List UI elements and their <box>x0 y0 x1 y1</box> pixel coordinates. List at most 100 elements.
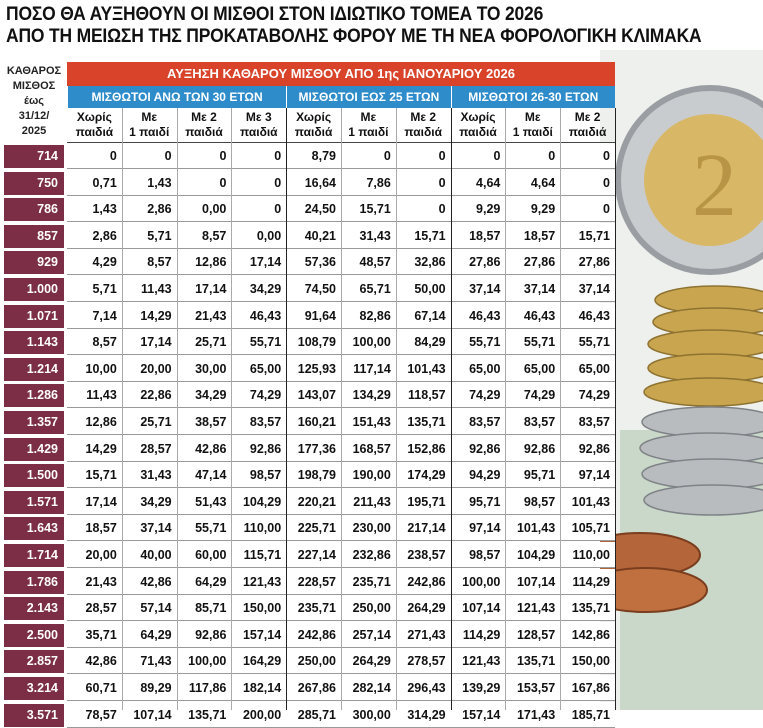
value-cell: 42,86 <box>176 435 232 462</box>
value-cell: 8,57 <box>121 249 177 276</box>
value-cell: 67,14 <box>395 302 451 329</box>
value-cell: 15,71 <box>560 222 615 249</box>
page: {"header":{"title_lines":["ΠΟΣΟ ΘΑ ΑΥΞΗΘ… <box>4 4 763 728</box>
salary-cell: 750 <box>4 171 64 195</box>
value-cell: 110,00 <box>560 542 615 568</box>
value-cell: 168,57 <box>341 435 396 462</box>
value-cell: 27,86 <box>450 249 506 276</box>
value-cell: 65,00 <box>231 355 287 382</box>
value-cell: 65,71 <box>341 276 396 302</box>
value-cell: 17,14 <box>67 488 122 515</box>
value-cell: 46,43 <box>450 302 506 329</box>
value-cell: 0 <box>505 143 561 169</box>
value-cell: 230,00 <box>341 515 396 542</box>
value-cell: 92,86 <box>560 435 615 462</box>
value-cell: 8,79 <box>286 143 341 169</box>
value-cell: 9,29 <box>450 196 506 223</box>
value-cell: 31,43 <box>121 462 177 489</box>
value-cell: 82,86 <box>341 302 396 329</box>
value-cell: 114,29 <box>560 568 615 595</box>
title: ΠΟΣΟ ΘΑ ΑΥΞΗΘΟΥΝ ΟΙ ΜΙΣΘΟΙ ΣΤΟΝ ΙΔΙΩΤΙΚΟ… <box>6 4 702 48</box>
column-header-line: Χωρίς <box>296 110 332 124</box>
table-edge <box>615 108 616 710</box>
value-cell: 92,86 <box>505 435 561 462</box>
salary-cell: 1.286 <box>4 384 64 408</box>
value-cell: 34,29 <box>176 382 232 409</box>
value-cell: 18,57 <box>67 515 122 542</box>
value-cell: 34,29 <box>231 276 287 302</box>
column-header-line: Με <box>141 110 158 124</box>
column-header-line: Με <box>524 110 541 124</box>
value-cell: 92,86 <box>231 435 287 462</box>
value-cell: 128,57 <box>505 621 561 648</box>
value-cell: 232,86 <box>341 542 396 568</box>
value-cell: 17,14 <box>176 276 232 302</box>
value-cell: 14,29 <box>121 302 177 329</box>
value-cell: 78,57 <box>67 701 122 728</box>
value-cell: 242,86 <box>286 621 341 648</box>
value-cell: 121,43 <box>450 648 506 675</box>
value-cell: 142,86 <box>560 621 615 648</box>
value-cell: 250,00 <box>341 595 396 622</box>
column-divider <box>286 108 288 710</box>
salary-cell: 1.000 <box>4 278 64 301</box>
value-cell: 9,29 <box>505 196 561 223</box>
column-header-line: παιδιά <box>240 125 278 139</box>
value-cell: 0,00 <box>231 222 287 249</box>
column-header: Με 2 παιδιά <box>560 108 615 143</box>
column-header-line: Χωρίς <box>460 110 496 124</box>
value-cell: 0 <box>560 143 615 169</box>
value-cell: 1,43 <box>121 169 177 196</box>
value-cell: 27,86 <box>560 249 615 276</box>
value-cell: 83,57 <box>231 409 287 435</box>
value-cell: 5,71 <box>121 222 177 249</box>
value-cell: 118,57 <box>395 382 451 409</box>
value-cell: 235,71 <box>341 568 396 595</box>
value-cell: 17,14 <box>121 329 177 356</box>
value-cell: 28,57 <box>121 435 177 462</box>
value-cell: 107,14 <box>505 568 561 595</box>
column-header-text: Με 2 παιδιά <box>185 110 223 140</box>
value-cell: 92,86 <box>450 435 506 462</box>
column-header-text: Με 3 παιδιά <box>240 110 278 140</box>
value-cell: 85,71 <box>176 595 232 622</box>
value-cell: 121,43 <box>505 595 561 622</box>
value-cell: 74,50 <box>286 276 341 302</box>
value-cell: 177,36 <box>286 435 341 462</box>
value-cell: 46,43 <box>505 302 561 329</box>
column-header-line: παιδιά <box>294 125 333 139</box>
group-header: ΜΙΣΘΩΤΟΙ 26-30 ΕΤΩΝ <box>450 86 615 108</box>
value-cell: 98,57 <box>231 462 287 489</box>
value-cell: 37,14 <box>560 276 615 302</box>
value-cell: 74,29 <box>505 382 561 409</box>
value-cell: 135,71 <box>395 409 451 435</box>
value-cell: 104,29 <box>231 488 287 515</box>
value-cell: 42,86 <box>121 568 177 595</box>
column-header: Με 2 παιδιά <box>176 108 232 143</box>
value-cell: 235,71 <box>286 595 341 622</box>
value-cell: 30,00 <box>176 355 232 382</box>
value-cell: 15,71 <box>395 222 451 249</box>
value-cell: 14,29 <box>67 435 122 462</box>
column-divider <box>121 108 123 710</box>
value-cell: 0 <box>395 169 451 196</box>
value-cell: 0 <box>560 169 615 196</box>
column-header-line: Με <box>360 110 377 124</box>
value-cell: 0 <box>450 143 506 169</box>
value-cell: 7,14 <box>67 302 122 329</box>
value-cell: 55,71 <box>176 515 232 542</box>
value-cell: 94,29 <box>450 462 506 489</box>
value-cell: 101,43 <box>395 355 451 382</box>
salary-cell: 1.714 <box>4 544 64 567</box>
value-cell: 217,14 <box>395 515 451 542</box>
value-cell: 15,71 <box>341 196 396 223</box>
column-header: Με 2 παιδιά <box>395 108 451 143</box>
value-cell: 271,43 <box>395 621 451 648</box>
salary-cell: 786 <box>4 198 64 222</box>
column-header-text: Χωρίς παιδιά <box>76 110 114 140</box>
value-cell: 12,86 <box>67 409 122 435</box>
value-cell: 267,86 <box>286 675 341 701</box>
main-header: ΑΥΞΗΣΗ ΚΑΘΑΡΟΥ ΜΙΣΘΟΥ ΑΠΟ 1ης ΙΑΝΟΥΑΡΙΟΥ… <box>67 62 615 86</box>
value-cell: 220,21 <box>286 488 341 515</box>
value-cell: 28,57 <box>67 595 122 622</box>
